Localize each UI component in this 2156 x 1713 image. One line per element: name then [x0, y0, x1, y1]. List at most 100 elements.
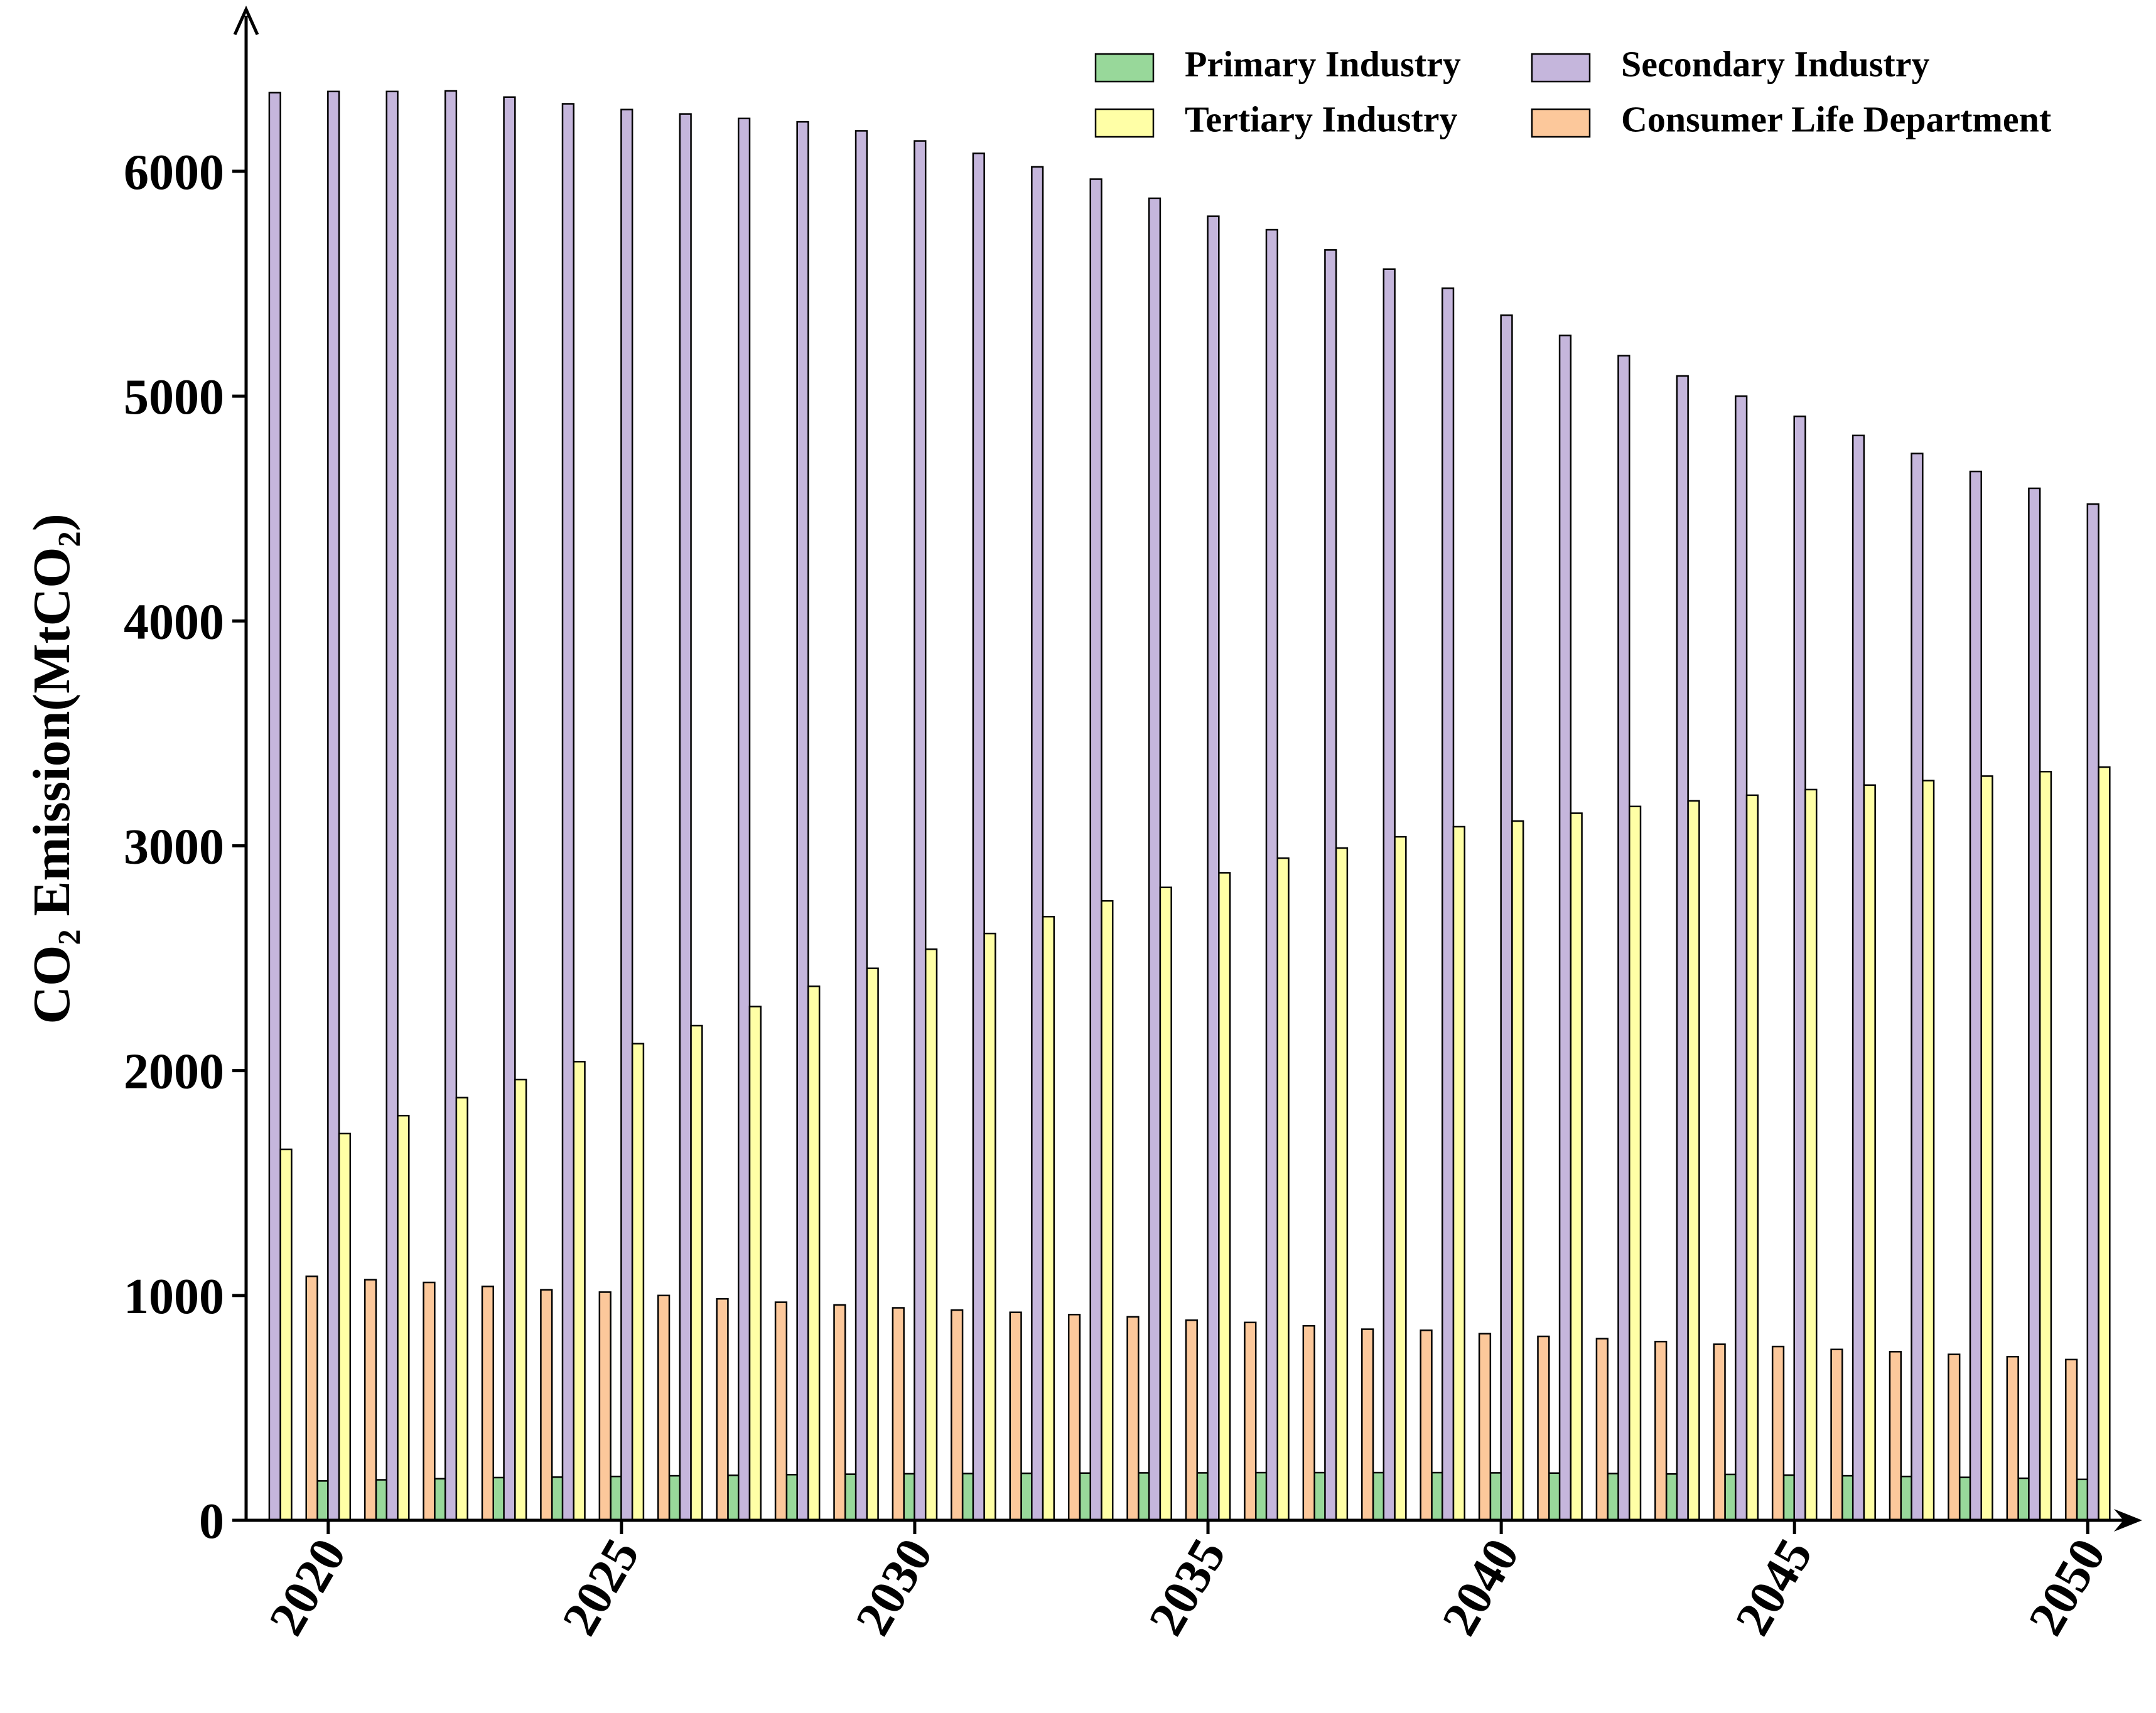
- bar: [1771, 1345, 1785, 1522]
- bar: [1441, 287, 1455, 1522]
- bar: [1922, 780, 1935, 1522]
- bar: [716, 1297, 729, 1522]
- bar: [951, 1309, 964, 1522]
- bar: [1537, 1335, 1550, 1522]
- x-tick-label: 2050: [2019, 1530, 2116, 1645]
- bar: [1159, 886, 1172, 1522]
- bar: [1361, 1328, 1374, 1522]
- bar: [573, 1061, 586, 1522]
- bar: [1735, 395, 1748, 1522]
- legend-swatch: [1531, 53, 1591, 83]
- bar: [1628, 805, 1642, 1522]
- bar: [2017, 1477, 2030, 1522]
- bar: [268, 92, 281, 1522]
- bar: [444, 90, 458, 1522]
- x-tick-label: 2030: [845, 1530, 943, 1645]
- bar: [1431, 1471, 1444, 1522]
- bar: [2028, 487, 2041, 1522]
- x-tick-label: 2035: [1138, 1530, 1236, 1645]
- bar: [1254, 1471, 1268, 1522]
- bar: [1830, 1348, 1843, 1522]
- bar: [1745, 794, 1759, 1522]
- bar: [1276, 857, 1290, 1522]
- bar: [1207, 215, 1220, 1522]
- bar: [1665, 1473, 1679, 1522]
- bar: [1969, 470, 1982, 1522]
- bar: [561, 103, 574, 1522]
- bar: [1958, 1476, 1972, 1522]
- bar: [1324, 249, 1337, 1522]
- bar: [2006, 1355, 2019, 1522]
- bar: [785, 1474, 799, 1522]
- bar: [727, 1474, 740, 1522]
- bar: [338, 1132, 352, 1522]
- y-axis-arrow: [233, 5, 259, 36]
- bar: [1570, 812, 1583, 1522]
- bar: [892, 1307, 905, 1522]
- bar: [1372, 1471, 1386, 1522]
- bar: [774, 1301, 788, 1522]
- bar: [1383, 268, 1396, 1522]
- bar: [598, 1291, 612, 1522]
- x-tick-label: 2020: [259, 1530, 357, 1645]
- bar: [2039, 771, 2052, 1522]
- bar: [1420, 1329, 1433, 1522]
- bar: [1607, 1473, 1620, 1522]
- bar: [1020, 1472, 1033, 1522]
- bar: [2065, 1358, 2078, 1522]
- y-tick-label: 1000: [124, 1269, 224, 1324]
- bar: [1089, 178, 1102, 1522]
- bar: [1687, 800, 1700, 1522]
- bar: [423, 1281, 436, 1522]
- y-tick-label: 6000: [124, 145, 224, 200]
- bar: [2076, 1478, 2089, 1522]
- x-tick-label: 2040: [1432, 1530, 1530, 1645]
- bar: [1394, 835, 1407, 1522]
- bar: [551, 1476, 564, 1522]
- y-tick-label: 5000: [124, 370, 224, 425]
- legend-label: Consumer Life Department: [1621, 99, 2052, 139]
- bar: [1595, 1338, 1609, 1522]
- legend-label: Primary Industry: [1185, 43, 1461, 84]
- bar: [327, 90, 340, 1522]
- bar: [455, 1097, 468, 1522]
- bar: [972, 153, 985, 1522]
- bar: [1980, 775, 1993, 1522]
- bar: [1889, 1351, 1902, 1522]
- bar: [1900, 1475, 1913, 1522]
- y-tick-label: 4000: [124, 594, 224, 650]
- bar: [924, 948, 938, 1522]
- bar: [1851, 434, 1865, 1522]
- bar: [1948, 1353, 1961, 1522]
- bar: [1500, 314, 1513, 1522]
- bar: [1558, 335, 1572, 1522]
- bar: [1676, 375, 1689, 1522]
- y-axis-label: CO₂ Emission(MtCO₂): [23, 513, 81, 1024]
- y-tick-label: 2000: [124, 1044, 224, 1100]
- bar: [1265, 228, 1278, 1522]
- bar: [796, 121, 809, 1522]
- bar: [983, 932, 996, 1522]
- bar: [1244, 1321, 1257, 1522]
- bar: [903, 1473, 916, 1522]
- bar: [305, 1275, 318, 1522]
- bar: [844, 1473, 858, 1522]
- legend-swatch: [1094, 53, 1155, 83]
- bar: [690, 1024, 703, 1522]
- bar: [1313, 1471, 1327, 1522]
- bar: [1148, 197, 1162, 1522]
- bar: [1511, 820, 1524, 1522]
- bar: [657, 1294, 671, 1522]
- bar: [1911, 453, 1924, 1522]
- bar: [610, 1475, 623, 1522]
- bar: [854, 130, 868, 1522]
- bar: [668, 1474, 682, 1522]
- bar: [540, 1289, 553, 1522]
- bar: [481, 1286, 495, 1522]
- bar: [1218, 872, 1231, 1522]
- bar: [1009, 1311, 1022, 1522]
- y-tick-label: 0: [199, 1494, 224, 1549]
- legend-label: Secondary Industry: [1621, 43, 1929, 84]
- bar: [1031, 166, 1044, 1522]
